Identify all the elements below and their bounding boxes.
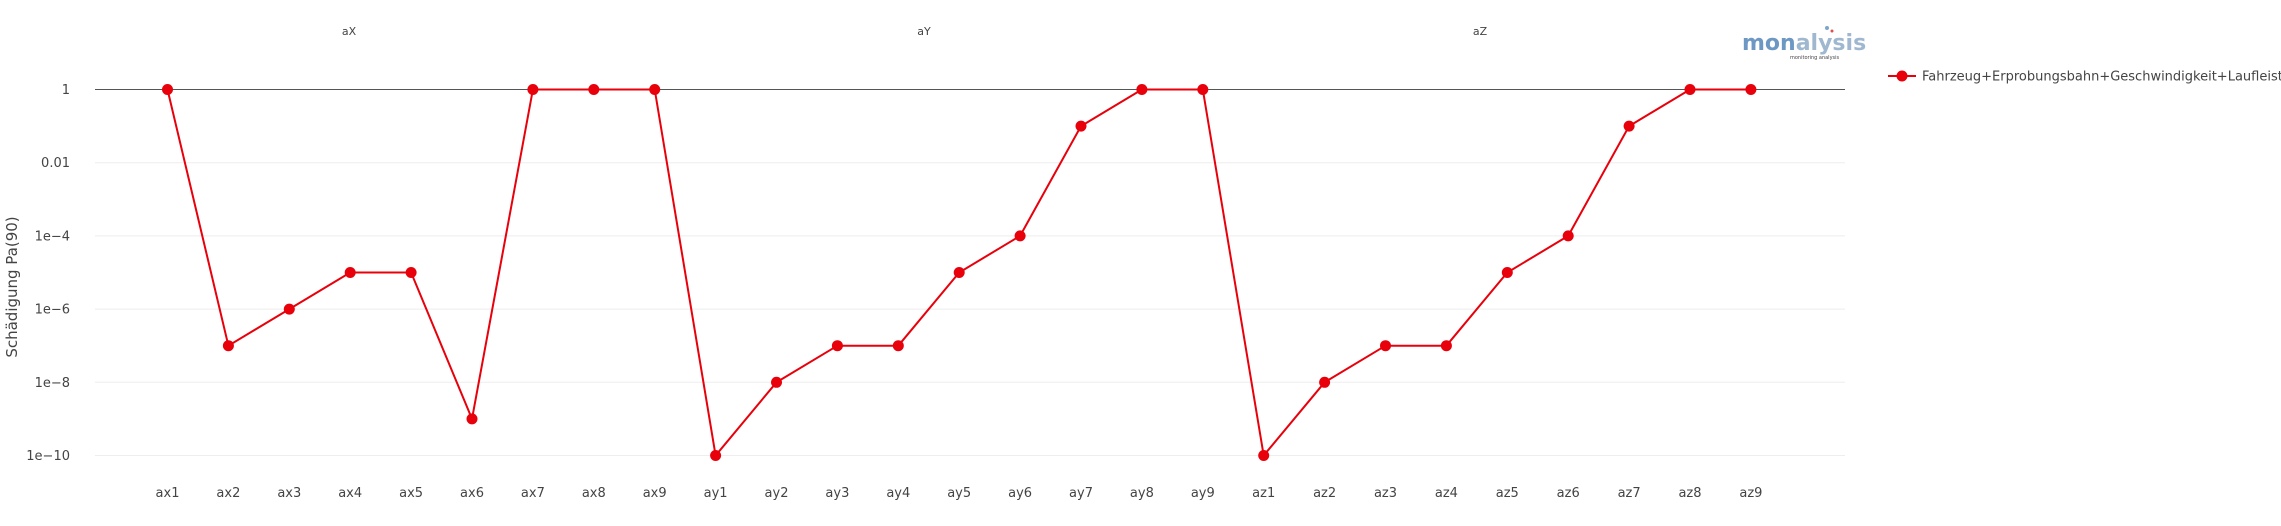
x-tick-label: ay5 — [947, 486, 971, 501]
series-points — [162, 84, 1757, 461]
x-tick-label: ay6 — [1008, 486, 1032, 501]
y-ticks: 1 0.01 1e−4 1e−6 1e−8 1e−10 — [26, 83, 70, 464]
logo-dot-1 — [1825, 26, 1829, 30]
data-point[interactable] — [162, 84, 173, 95]
legend-marker — [1896, 70, 1908, 82]
logo-dot-2 — [1830, 29, 1834, 33]
data-point[interactable] — [222, 340, 234, 352]
data-point[interactable] — [1623, 120, 1635, 132]
data-point[interactable] — [649, 84, 661, 95]
data-point[interactable] — [344, 267, 356, 278]
logo-text-alysis: alysis — [1796, 31, 1866, 56]
x-tick-label: ax2 — [216, 486, 240, 501]
x-tick-label: ay4 — [886, 486, 910, 501]
x-tick-label: ax9 — [643, 486, 667, 501]
x-tick-label: az8 — [1678, 486, 1701, 501]
group-label: aZ — [1473, 25, 1488, 38]
data-point[interactable] — [1075, 120, 1087, 132]
x-tick-label: ax1 — [156, 486, 180, 501]
x-tick-label: az2 — [1313, 486, 1336, 501]
data-point[interactable] — [588, 84, 600, 95]
data-point[interactable] — [1501, 267, 1513, 278]
x-tick-label: ay8 — [1130, 486, 1154, 501]
x-tick-label: az3 — [1374, 486, 1397, 501]
x-tick-label: ay7 — [1069, 486, 1093, 501]
x-tick-label: ax4 — [338, 486, 362, 501]
x-ticks: ax1 ax2 ax3 ax4 ax5 ax6 ax7 ax8 ax9 ay1 ay2 ay3 ay4 a… — [156, 486, 1763, 501]
x-tick-label: az1 — [1252, 486, 1275, 501]
data-point[interactable] — [527, 84, 539, 95]
x-tick-label: az4 — [1435, 486, 1458, 501]
x-tick-label: ay2 — [765, 486, 789, 501]
y-tick-label: 1 — [62, 83, 70, 98]
data-point[interactable] — [1745, 84, 1757, 95]
y-tick-label: 1e−4 — [35, 229, 70, 244]
data-point[interactable] — [1258, 450, 1270, 461]
legend[interactable]: Fahrzeug+Erprobungsbahn+Geschwindigkeit+… — [1888, 70, 2281, 85]
data-point[interactable] — [466, 413, 478, 425]
group-label: aX — [342, 25, 357, 38]
y-tick-label: 0.01 — [41, 156, 70, 171]
x-tick-label: ax8 — [582, 486, 606, 501]
data-point[interactable] — [710, 450, 722, 461]
data-point[interactable] — [1319, 376, 1331, 388]
data-point[interactable] — [1014, 230, 1026, 242]
data-point[interactable] — [892, 340, 904, 352]
group-labels: aX aY aZ — [342, 25, 1488, 38]
grid-lines — [95, 89, 1845, 456]
svg-text:monalysis: monalysis — [1742, 31, 1866, 56]
x-tick-label: az7 — [1618, 486, 1641, 501]
x-tick-label: ay9 — [1191, 486, 1215, 501]
x-tick-label: ay1 — [704, 486, 728, 501]
group-label: aY — [917, 25, 931, 38]
data-point[interactable] — [1684, 84, 1696, 95]
x-tick-label: ay3 — [825, 486, 849, 501]
data-point[interactable] — [771, 376, 782, 388]
data-point[interactable] — [831, 340, 843, 352]
x-tick-label: az5 — [1496, 486, 1519, 501]
x-tick-label: az6 — [1557, 486, 1580, 501]
x-tick-label: az9 — [1739, 486, 1762, 501]
y-tick-label: 1e−10 — [26, 449, 70, 464]
data-point[interactable] — [405, 267, 417, 278]
y-tick-label: 1e−8 — [35, 376, 70, 391]
logo-text-mon: mon — [1742, 31, 1796, 56]
data-point[interactable] — [283, 303, 295, 315]
data-point[interactable] — [953, 267, 965, 278]
x-tick-label: ax3 — [277, 486, 301, 501]
x-tick-label: ax6 — [460, 486, 484, 501]
logo-subtext: monitoring analysis — [1790, 55, 1840, 61]
data-point[interactable] — [1440, 340, 1452, 352]
y-axis-label: Schädigung Pa(90) — [3, 216, 21, 357]
data-point[interactable] — [1562, 230, 1574, 242]
y-tick-label: 1e−6 — [35, 303, 70, 318]
x-tick-label: ax7 — [521, 486, 545, 501]
legend-label: Fahrzeug+Erprobungsbahn+Geschwindigkeit+… — [1922, 70, 2281, 85]
data-point[interactable] — [1380, 340, 1391, 352]
data-point[interactable] — [1197, 84, 1209, 95]
data-point[interactable] — [1136, 84, 1148, 95]
monalysis-logo: monalysis monitoring analysis — [1742, 26, 1866, 61]
x-tick-label: ax5 — [399, 486, 423, 501]
